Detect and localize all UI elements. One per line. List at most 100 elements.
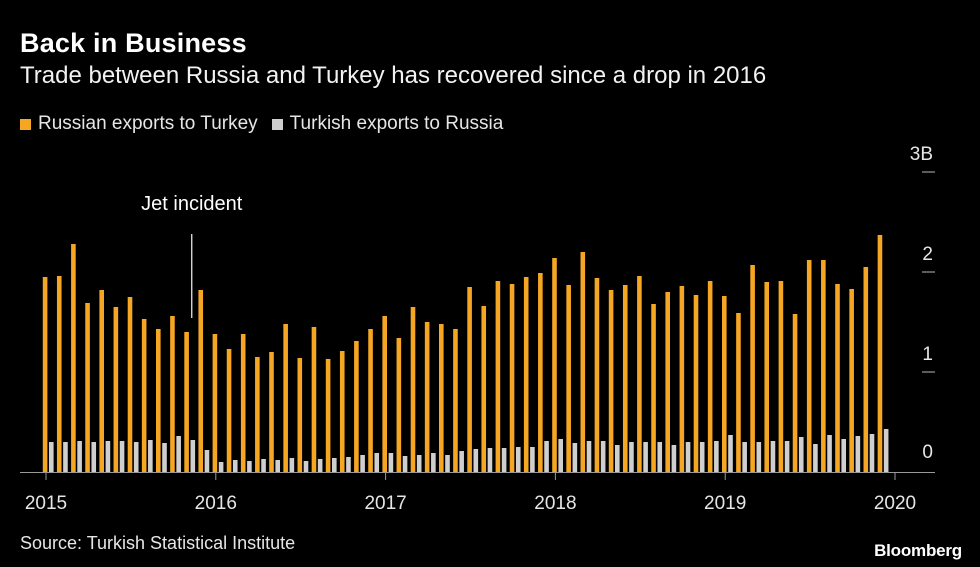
bar-russian-exports-2018-04 [594, 278, 600, 472]
bar-russian-exports-2017-02 [396, 338, 402, 472]
bar-turkish-exports-2017-08 [487, 448, 493, 472]
bar-turkish-exports-2016-02 [232, 460, 238, 472]
bar-russian-exports-2018-05 [608, 290, 614, 472]
bar-russian-exports-2015-08 [141, 319, 147, 472]
bar-russian-exports-2018-01 [552, 258, 557, 472]
bar-russian-exports-2017-10 [509, 284, 515, 472]
x-tick-label-2018: 2018 [534, 493, 576, 514]
bar-turkish-exports-2017-12 [544, 441, 549, 472]
bar-russian-exports-2015-05 [99, 290, 104, 472]
bar-turkish-exports-2018-06 [629, 442, 634, 472]
bar-russian-exports-2016-01 [212, 334, 218, 472]
bar-turkish-exports-2016-06 [289, 458, 295, 472]
bar-russian-exports-2015-03 [71, 244, 76, 472]
bar-turkish-exports-2019-03 [756, 442, 762, 472]
bar-turkish-exports-2018-01 [558, 439, 563, 472]
bar-russian-exports-2017-04 [424, 322, 430, 472]
bar-turkish-exports-2019-02 [742, 442, 747, 472]
source-note: Source: Turkish Statistical Institute [20, 533, 296, 553]
bar-turkish-exports-2015-03 [77, 441, 82, 472]
bar-turkish-exports-2015-06 [119, 441, 125, 472]
bar-russian-exports-2015-01 [42, 277, 48, 472]
chart-subtitle: Trade between Russia and Turkey has reco… [20, 62, 767, 89]
bar-turkish-exports-2017-04 [431, 453, 436, 472]
bar-russian-exports-2017-11 [523, 277, 529, 472]
bar-turkish-exports-2016-01 [218, 462, 224, 472]
legend-swatch-russian-exports [20, 118, 31, 130]
bar-turkish-exports-2015-09 [162, 443, 167, 472]
bar-russian-exports-2019-07 [806, 260, 812, 472]
bar-russian-exports-2019-02 [736, 313, 741, 472]
bar-turkish-exports-2015-08 [148, 440, 153, 472]
bar-turkish-exports-2018-10 [685, 442, 691, 472]
bar-russian-exports-2015-10 [170, 316, 175, 472]
bar-turkish-exports-2017-01 [388, 453, 394, 472]
legend-label-russian-exports: Russian exports to Turkey [38, 113, 258, 134]
legend: Russian exports to Turkey Turkish export… [20, 113, 517, 135]
bar-turkish-exports-2016-10 [346, 457, 351, 472]
bar-russian-exports-2017-03 [410, 307, 416, 472]
bar-russian-exports-2018-07 [637, 276, 642, 472]
bar-russian-exports-2015-09 [156, 329, 161, 472]
bar-turkish-exports-2016-05 [275, 460, 280, 472]
legend-item-turkish-exports: Turkish exports to Russia [271, 113, 504, 135]
bar-russian-exports-2019-06 [792, 314, 798, 472]
bar-turkish-exports-2019-10 [855, 436, 861, 472]
bar-russian-exports-2015-02 [56, 276, 62, 472]
bar-turkish-exports-2019-04 [770, 441, 776, 472]
bar-turkish-exports-2017-03 [416, 455, 422, 472]
bar-turkish-exports-2019-09 [841, 439, 846, 472]
bar-turkish-exports-2019-05 [784, 441, 790, 472]
bar-russian-exports-2016-08 [311, 327, 317, 472]
bar-turkish-exports-2017-10 [515, 447, 521, 472]
bar-russian-exports-2017-07 [467, 287, 472, 472]
bar-russian-exports-2016-03 [240, 334, 246, 472]
bar-russian-exports-2015-11 [184, 332, 189, 472]
x-tick-label-2015: 2015 [25, 493, 67, 514]
bar-turkish-exports-2015-04 [91, 442, 97, 472]
bar-russian-exports-2018-08 [651, 304, 656, 472]
bar-russian-exports-2016-06 [283, 324, 288, 472]
bar-turkish-exports-2017-11 [530, 447, 535, 472]
bar-russian-exports-2015-07 [127, 297, 133, 472]
bar-russian-exports-2018-02 [566, 285, 571, 472]
bar-turkish-exports-2019-11 [869, 434, 875, 472]
bar-russian-exports-2019-03 [750, 265, 755, 472]
bar-russian-exports-2018-09 [665, 292, 670, 472]
bar-turkish-exports-2017-02 [402, 456, 408, 472]
bar-turkish-exports-2018-09 [671, 445, 677, 472]
bar-turkish-exports-2018-07 [643, 442, 648, 472]
bar-turkish-exports-2015-05 [105, 441, 111, 472]
bar-turkish-exports-2015-02 [63, 442, 68, 472]
bar-turkish-exports-2015-11 [190, 440, 196, 472]
bar-russian-exports-2016-10 [339, 351, 345, 472]
bar-turkish-exports-2018-11 [699, 442, 705, 472]
bar-russian-exports-2017-08 [481, 306, 487, 472]
legend-label-turkish-exports: Turkish exports to Russia [289, 113, 504, 134]
bar-turkish-exports-2015-12 [204, 450, 210, 472]
y-tick-label-0: 0 [922, 442, 933, 463]
bar-russian-exports-2018-11 [693, 295, 699, 472]
bar-russian-exports-2018-06 [622, 285, 628, 472]
bar-russian-exports-2016-12 [368, 329, 373, 472]
bar-turkish-exports-2016-03 [247, 461, 252, 472]
bar-russian-exports-2018-10 [679, 286, 685, 472]
bar-russian-exports-2016-09 [325, 359, 331, 472]
x-tick-label-2019: 2019 [704, 493, 746, 514]
bar-turkish-exports-2018-08 [657, 442, 663, 472]
bar-turkish-exports-2019-07 [813, 444, 818, 472]
bar-russian-exports-2016-04 [255, 357, 260, 472]
annotation-label-jet-incident: Jet incident [141, 193, 243, 215]
bar-turkish-exports-2016-07 [303, 461, 309, 472]
bar-turkish-exports-2019-08 [827, 435, 832, 472]
bar-turkish-exports-2015-01 [49, 442, 54, 472]
bar-russian-exports-2017-01 [382, 316, 387, 472]
bar-turkish-exports-2017-07 [473, 449, 479, 472]
brand-logo: Bloomberg [874, 541, 962, 560]
legend-item-russian-exports: Russian exports to Turkey [20, 113, 258, 135]
x-tick-label-2017: 2017 [364, 493, 406, 514]
bar-russian-exports-2016-02 [226, 349, 232, 472]
bar-russian-exports-2019-01 [722, 296, 727, 472]
bar-russian-exports-2019-12 [877, 235, 883, 472]
